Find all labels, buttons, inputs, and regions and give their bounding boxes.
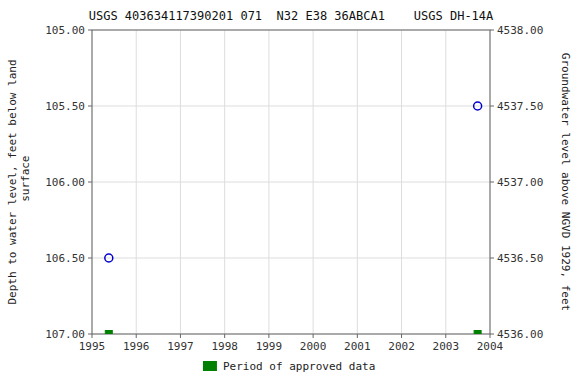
y-tick — [88, 182, 92, 183]
marks — [105, 102, 482, 334]
x-tick — [401, 334, 402, 338]
y-tick-label: 105.50 — [45, 100, 85, 113]
x-tick-label: 1997 — [167, 340, 194, 353]
y-tick — [88, 30, 92, 31]
y-tick-label: 105.00 — [45, 24, 85, 37]
y-grid-line — [92, 106, 490, 107]
x-tick-label: 2001 — [344, 340, 371, 353]
x-tick-label: 2000 — [300, 340, 327, 353]
square-marker — [474, 331, 481, 335]
y2-tick — [490, 258, 494, 259]
legend: Period of approved data — [203, 360, 375, 373]
legend-swatch — [203, 361, 217, 371]
y2-tick-label: 4538.00 — [497, 24, 543, 37]
series — [105, 331, 481, 335]
y-axis-label-line: Depth to water level, feet below land — [6, 59, 19, 304]
grid — [92, 30, 490, 334]
y2-tick-label: 4537.50 — [497, 100, 543, 113]
x-tick — [445, 334, 446, 338]
x-tick-label: 1996 — [123, 340, 150, 353]
circle-marker — [105, 254, 113, 262]
x-tick-label: 1999 — [256, 340, 283, 353]
plot-frame — [92, 30, 490, 334]
background — [0, 0, 576, 384]
x-tick — [180, 334, 181, 338]
y2-tick — [490, 30, 494, 31]
axes: 1995 1996 1997 1998 1999 2000 2001 2002 2003 2004… — [45, 24, 543, 353]
chart: 1995 1996 1997 1998 1999 2000 2001 2002 2003 2004… — [0, 0, 576, 384]
x-tick — [313, 334, 314, 338]
x-tick — [357, 334, 358, 338]
y2-tick-label: 4537.00 — [497, 176, 543, 189]
y-tick-label: 107.00 — [45, 328, 85, 341]
y-grid-line — [92, 258, 490, 259]
y2-tick-label: 4536.00 — [497, 328, 543, 341]
x-tick-label: 2003 — [433, 340, 460, 353]
x-tick-label: 1998 — [211, 340, 238, 353]
title: USGS 403634117390201 071 N32 E38 36ABCA1… — [89, 9, 494, 23]
x-tick — [268, 334, 269, 338]
y2-tick — [490, 334, 494, 335]
y-tick-label: 106.50 — [45, 252, 85, 265]
y-tick — [88, 334, 92, 335]
x-tick-label: 1995 — [79, 340, 106, 353]
series — [105, 102, 482, 262]
circle-marker — [474, 102, 482, 110]
square-marker — [105, 331, 112, 335]
x-tick — [490, 334, 491, 338]
x-tick-label: 2002 — [388, 340, 415, 353]
x-tick-label: 2004 — [477, 340, 504, 353]
x-tick — [224, 334, 225, 338]
y2-tick-label: 4536.50 — [497, 252, 543, 265]
y2-tick — [490, 182, 494, 183]
y-grid-line — [92, 182, 490, 183]
legend-label: Period of approved data — [223, 360, 375, 373]
y-axis-label: Depth to water level, feet below land su… — [6, 59, 32, 304]
y-axis-label-line: surface — [19, 156, 32, 209]
y2-tick — [490, 106, 494, 107]
y-tick — [88, 106, 92, 107]
x-tick — [136, 334, 137, 338]
x-tick — [92, 334, 93, 338]
y-tick — [88, 258, 92, 259]
y-tick-label: 106.00 — [45, 176, 85, 189]
y2-axis-label: Groundwater level above NGVD 1929, feet — [559, 53, 572, 311]
